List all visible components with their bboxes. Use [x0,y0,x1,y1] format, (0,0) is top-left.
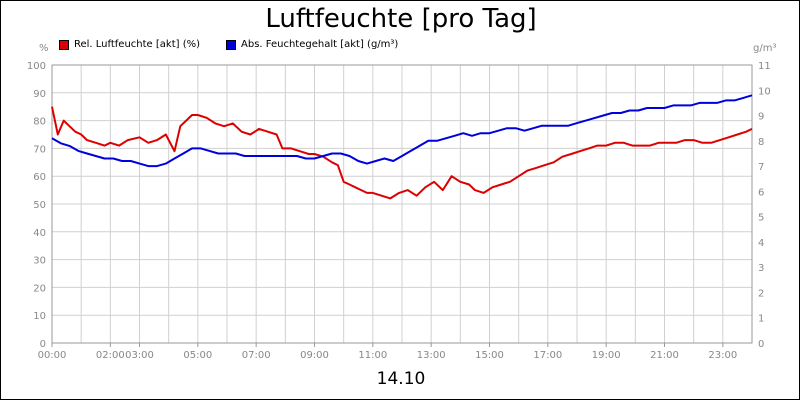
x-tick-label: 19:00 [592,350,621,361]
y-left-tick-label: 40 [33,228,46,239]
y-left-tick-label: 0 [40,339,46,350]
y-right-unit: g/m³ [753,43,777,54]
y-left-tick-label: 20 [33,283,46,294]
y-left-tick-label: 50 [33,200,46,211]
series-line-rel-humidity [51,106,753,200]
y-right-tick-label: 4 [758,238,764,249]
y-left-tick-label: 100 [27,61,46,72]
y-right-tick-label: 9 [758,112,764,123]
y-right-tick-label: 8 [758,137,764,148]
y-left-unit: % [39,43,49,54]
y-left-tick-label: 10 [33,311,46,322]
legend-label-rel-humidity: Rel. Luftfeuchte [akt] (%) [74,39,201,50]
x-tick-label: 23:00 [708,350,737,361]
y-right-tick-label: 11 [758,61,771,72]
y-right-tick-label: 10 [758,86,771,97]
x-tick-label: 09:00 [300,350,329,361]
y-right-tick-label: 0 [758,339,764,350]
chart-legend: Rel. Luftfeuchte [akt] (%) Abs. Feuchteg… [59,39,398,50]
y-right-tick-label: 5 [758,213,764,224]
chart-title: Luftfeuchte [pro Tag] [265,4,537,34]
y-left-tick-label: 30 [33,256,46,267]
x-tick-label: 17:00 [533,350,562,361]
y-left-tick-label: 90 [33,89,46,100]
y-right-tick-label: 1 [758,314,764,325]
y-left-tick-label: 60 [33,172,46,183]
y-left-tick-label: 80 [33,117,46,128]
legend-swatch-abs-humidity [226,39,237,50]
legend-item-rel-humidity: Rel. Luftfeuchte [akt] (%) [59,39,200,50]
y-right-tick-label: 6 [758,187,764,198]
x-tick-label: 07:00 [242,350,271,361]
x-tick-label: 03:00 [125,350,154,361]
x-tick-label: 00:00 [38,350,67,361]
x-tick-label: 15:00 [475,350,504,361]
legend-item-abs-humidity: Abs. Feuchtegehalt [akt] (g/m³) [226,39,398,50]
legend-label-abs-humidity: Abs. Feuchtegehalt [akt] (g/m³) [241,39,399,50]
x-tick-label: 21:00 [650,350,679,361]
legend-swatch-rel-humidity [59,39,69,50]
x-tick-label: 11:00 [358,350,387,361]
series-line-abs-humidity [51,94,753,168]
x-tick-label: 13:00 [417,350,446,361]
chart-date-label: 14.10 [376,369,426,389]
y-left-tick-label: 70 [33,144,46,155]
y-right-tick-label: 3 [758,263,764,274]
y-right-tick-label: 2 [758,288,764,299]
x-tick-label: 02:00 [96,350,125,361]
y-right-tick-label: 7 [758,162,764,173]
plot-border [51,64,753,344]
x-tick-label: 05:00 [183,350,212,361]
